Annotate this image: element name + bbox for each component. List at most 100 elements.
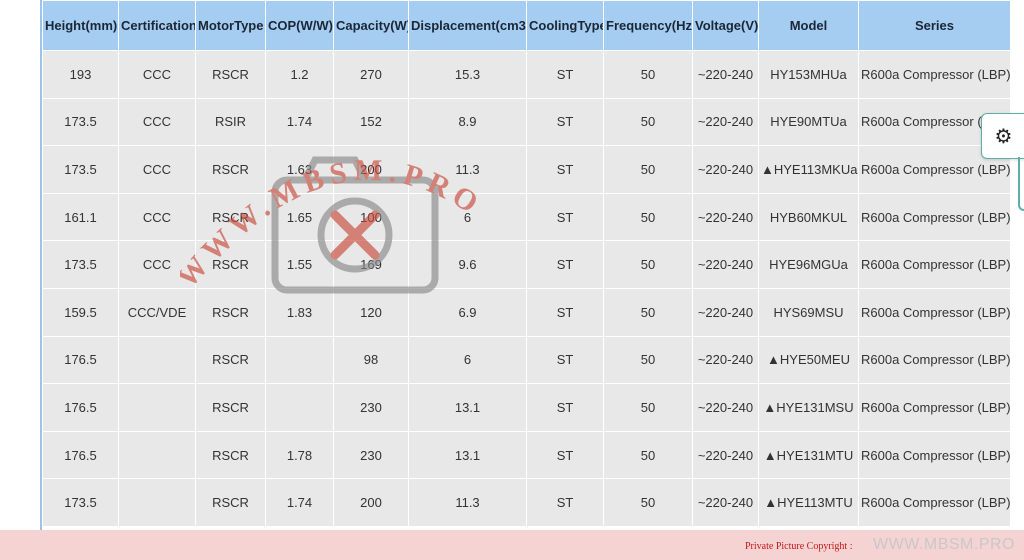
- cell-motor-type: RSCR: [195, 145, 266, 194]
- cell-frequency: 50: [603, 335, 693, 385]
- cell-capacity: 98: [333, 335, 409, 385]
- cell-certification: CCC/VDE: [118, 287, 196, 337]
- cell-certification: [118, 478, 196, 527]
- cell-motor-type: RSCR: [195, 430, 266, 480]
- cell-model: HYB60MKUL: [758, 192, 859, 242]
- cell-model: HY153MHUa: [758, 50, 859, 99]
- cell-cooling-type: ST: [526, 287, 604, 337]
- cell-frequency: 50: [603, 97, 693, 147]
- column-header-series: Series: [858, 0, 1010, 51]
- cell-height: 161.1: [42, 192, 119, 242]
- cell-model: HYE90MTUa: [758, 97, 859, 147]
- cell-capacity: 169: [333, 240, 409, 289]
- cell-capacity: 230: [333, 383, 409, 432]
- cell-frequency: 50: [603, 478, 693, 527]
- cell-cooling-type: ST: [526, 240, 604, 289]
- cell-model: HYS69MSU: [758, 287, 859, 337]
- column-header-motor-type: MotorType: [195, 0, 266, 51]
- cell-voltage: ~220-240: [692, 97, 759, 147]
- table-row: 176.5 RSCR 98 6 ST 50 ~220-240 ▲HYE50MEU R600a C…: [42, 335, 1010, 385]
- cell-motor-type: RSCR: [195, 240, 266, 289]
- table-row: 173.5 CCC RSCR 1.55 169 9.6 ST 50 ~220-240 HYE96M…: [42, 240, 1010, 289]
- cell-height: 173.5: [42, 97, 119, 147]
- cell-cop: 1.74: [265, 478, 334, 527]
- cell-series: R600a Compressor (LBP): [858, 287, 1010, 337]
- cell-capacity: 100: [333, 192, 409, 242]
- column-header-height: Height(mm): [42, 0, 119, 51]
- table-row: 173.5 CCC RSCR 1.63 200 11.3 ST 50 ~220-240 ▲HYE1…: [42, 145, 1010, 194]
- cell-displacement: 13.1: [408, 383, 527, 432]
- cell-frequency: 50: [603, 50, 693, 99]
- compressor-table-container: Height(mm) Certification MotorType COP(W…: [40, 0, 1010, 530]
- copyright-label: Private Picture Copyright :: [745, 541, 853, 552]
- cell-motor-type: RSCR: [195, 192, 266, 242]
- cell-series: R600a Compressor (LBP): [858, 240, 1010, 289]
- table-row: 159.5 CCC/VDE RSCR 1.83 120 6.9 ST 50 ~220-240 HY…: [42, 287, 1010, 337]
- cell-voltage: ~220-240: [692, 145, 759, 194]
- table-row: 176.5 RSCR 230 13.1 ST 50 ~220-240 ▲HYE131MSU R6…: [42, 383, 1010, 432]
- cell-model: ▲HYE131MSU: [758, 383, 859, 432]
- cell-certification: [118, 335, 196, 385]
- cell-cooling-type: ST: [526, 430, 604, 480]
- table-row: 161.1 CCC RSCR 1.65 100 6 ST 50 ~220-240 HYB60MKU…: [42, 192, 1010, 242]
- cell-frequency: 50: [603, 240, 693, 289]
- cell-cop: [265, 335, 334, 385]
- cell-certification: CCC: [118, 145, 196, 194]
- cell-voltage: ~220-240: [692, 240, 759, 289]
- cell-motor-type: RSCR: [195, 50, 266, 99]
- cell-certification: CCC: [118, 50, 196, 99]
- table-row: 193 CCC RSCR 1.2 270 15.3 ST 50 ~220-240 HY153MHU…: [42, 50, 1010, 99]
- cell-series: R600a Compressor (LBP): [858, 335, 1010, 385]
- column-header-certification: Certification: [118, 0, 196, 51]
- cell-frequency: 50: [603, 192, 693, 242]
- cell-capacity: 120: [333, 287, 409, 337]
- cell-capacity: 200: [333, 478, 409, 527]
- cell-height: 173.5: [42, 478, 119, 527]
- column-header-cooling-type: CoolingType: [526, 0, 604, 51]
- settings-button[interactable]: ⚙: [981, 113, 1024, 159]
- cell-model: ▲HYE50MEU: [758, 335, 859, 385]
- cell-cop: 1.78: [265, 430, 334, 480]
- cell-displacement: 9.6: [408, 240, 527, 289]
- cell-capacity: 270: [333, 50, 409, 99]
- cell-cooling-type: ST: [526, 50, 604, 99]
- cell-voltage: ~220-240: [692, 383, 759, 432]
- table-body: 193 CCC RSCR 1.2 270 15.3 ST 50 ~220-240 HY153MHU…: [42, 50, 1010, 527]
- cell-cooling-type: ST: [526, 335, 604, 385]
- cell-certification: [118, 383, 196, 432]
- column-header-voltage: Voltage(V): [692, 0, 759, 51]
- cell-cop: 1.63: [265, 145, 334, 194]
- cell-certification: CCC: [118, 97, 196, 147]
- cell-certification: CCC: [118, 240, 196, 289]
- cell-height: 173.5: [42, 145, 119, 194]
- cell-motor-type: RSCR: [195, 287, 266, 337]
- cell-cooling-type: ST: [526, 145, 604, 194]
- cell-motor-type: RSCR: [195, 335, 266, 385]
- cell-displacement: 6: [408, 335, 527, 385]
- cell-displacement: 11.3: [408, 478, 527, 527]
- column-header-cop: COP(W/W): [265, 0, 334, 51]
- cell-height: 193: [42, 50, 119, 99]
- compressor-spec-table: Height(mm) Certification MotorType COP(W…: [42, 0, 1010, 527]
- cell-voltage: ~220-240: [692, 192, 759, 242]
- cell-cooling-type: ST: [526, 192, 604, 242]
- gear-icon: ⚙: [994, 125, 1013, 148]
- cell-displacement: 11.3: [408, 145, 527, 194]
- cell-model: ▲HYE113MTU: [758, 478, 859, 527]
- cell-voltage: ~220-240: [692, 478, 759, 527]
- cell-series: R600a Compressor (LBP): [858, 383, 1010, 432]
- cell-voltage: ~220-240: [692, 430, 759, 480]
- cell-cop: 1.55: [265, 240, 334, 289]
- cell-certification: CCC: [118, 192, 196, 242]
- cell-displacement: 13.1: [408, 430, 527, 480]
- cell-motor-type: RSIR: [195, 97, 266, 147]
- cell-frequency: 50: [603, 287, 693, 337]
- cell-model: HYE96MGUa: [758, 240, 859, 289]
- cell-series: R600a Compressor (LBP): [858, 192, 1010, 242]
- table-row: 173.5 RSCR 1.74 200 11.3 ST 50 ~220-240 ▲HYE113M…: [42, 478, 1010, 527]
- table-header-row: Height(mm) Certification MotorType COP(W…: [42, 0, 1010, 51]
- cell-cop: [265, 383, 334, 432]
- cell-height: 176.5: [42, 335, 119, 385]
- cell-motor-type: RSCR: [195, 478, 266, 527]
- cell-displacement: 15.3: [408, 50, 527, 99]
